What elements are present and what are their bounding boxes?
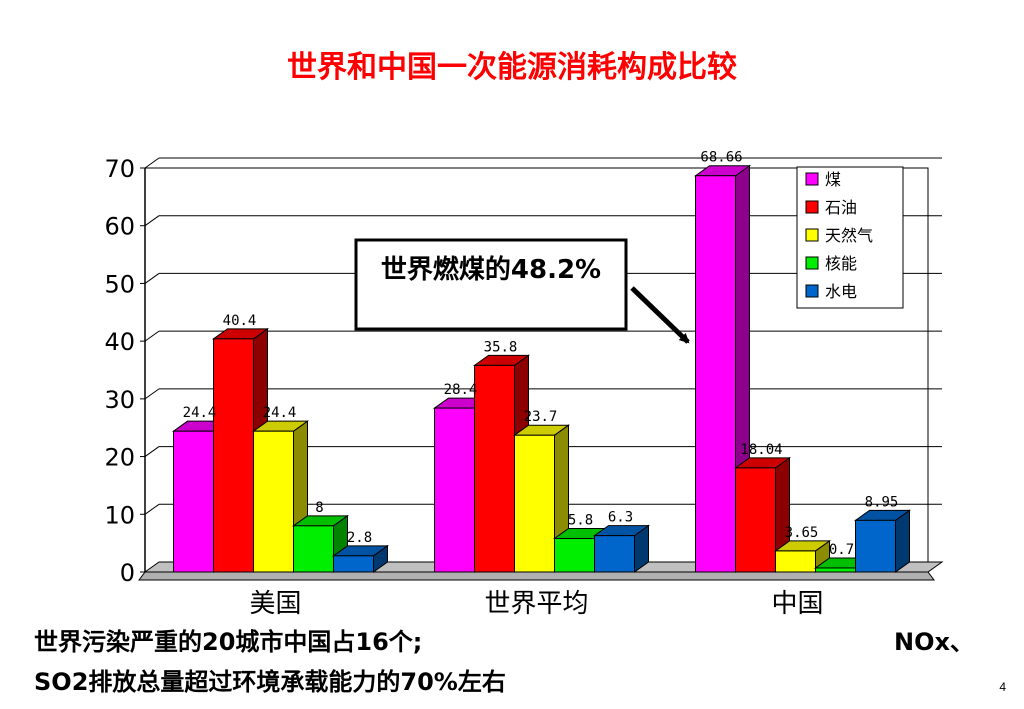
y-tick-label: 0 (120, 559, 135, 587)
legend-item: 石油 (825, 198, 857, 217)
bar-2-4 (853, 509, 912, 573)
x-axis: 美国 世界平均 中国 (249, 589, 823, 619)
chart-floor (138, 571, 935, 581)
data-label: 28.4 (444, 382, 478, 398)
bar-2-2 (773, 539, 832, 573)
legend-swatch (805, 228, 819, 242)
data-label: 6.3 (608, 510, 633, 526)
chart-title: 世界和中国一次能源消耗构成比较 (287, 50, 737, 85)
y-tick-label: 20 (104, 444, 135, 472)
legend-item: 煤 (825, 170, 841, 189)
bar-1-4 (592, 524, 651, 573)
callout: 世界燃煤的48.2% (354, 238, 690, 344)
y-axis: 0 10 20 30 40 50 60 70 (104, 155, 146, 587)
legend-swatch (805, 256, 819, 270)
legend-swatch (805, 172, 819, 186)
data-labels: 24.4 40.4 24.4 8 2.8 28.4 35.8 23.7 5.8 6.3 68.66 1… (183, 150, 899, 558)
y-tick-label: 30 (104, 386, 135, 414)
callout-text: 世界燃煤的48.2% (381, 254, 601, 285)
y-tick-label: 50 (104, 270, 135, 298)
data-label: 40.4 (223, 313, 257, 329)
data-label: 5.8 (568, 513, 593, 529)
x-category-label: 中国 (771, 589, 823, 619)
data-label: 8 (315, 500, 323, 516)
data-label: 24.4 (263, 405, 297, 421)
legend-swatch (805, 284, 819, 298)
data-label: 24.4 (183, 405, 217, 421)
y-tick-label: 40 (104, 328, 135, 356)
legend-item: 核能 (825, 254, 857, 273)
legend-item: 天然气 (825, 226, 873, 245)
page-number: 4 (999, 680, 1006, 694)
footer-line2: SO2排放总量超过环境承载能力的70%左右 (34, 668, 506, 696)
bars (171, 164, 912, 573)
legend-item: 水电 (825, 282, 857, 301)
data-label: 3.65 (785, 525, 819, 541)
footer-line1-right: NOx、 (894, 628, 974, 656)
y-tick-label: 10 (104, 501, 135, 529)
data-label: 23.7 (524, 409, 558, 425)
footer-text: 世界污染严重的20城市中国占16个; NOx、 SO2排放总量超过环境承载能力的… (34, 622, 974, 702)
footer-line1-left: 世界污染严重的20城市中国占16个; (34, 628, 423, 656)
data-label: 8.95 (865, 494, 899, 510)
bar-0-4 (331, 544, 390, 573)
callout-box (354, 238, 628, 331)
y-tick-label: 60 (104, 213, 135, 241)
x-category-label: 世界平均 (484, 589, 588, 619)
data-label: 18.04 (740, 442, 782, 458)
data-label: 2.8 (347, 530, 372, 546)
data-label: 68.66 (700, 150, 742, 166)
data-label: 0.7 (829, 542, 854, 558)
y-tick-label: 70 (104, 155, 135, 183)
x-category-label: 美国 (249, 589, 301, 619)
callout-arrow (630, 286, 690, 344)
data-label: 35.8 (484, 339, 518, 355)
legend-swatch (805, 200, 819, 214)
